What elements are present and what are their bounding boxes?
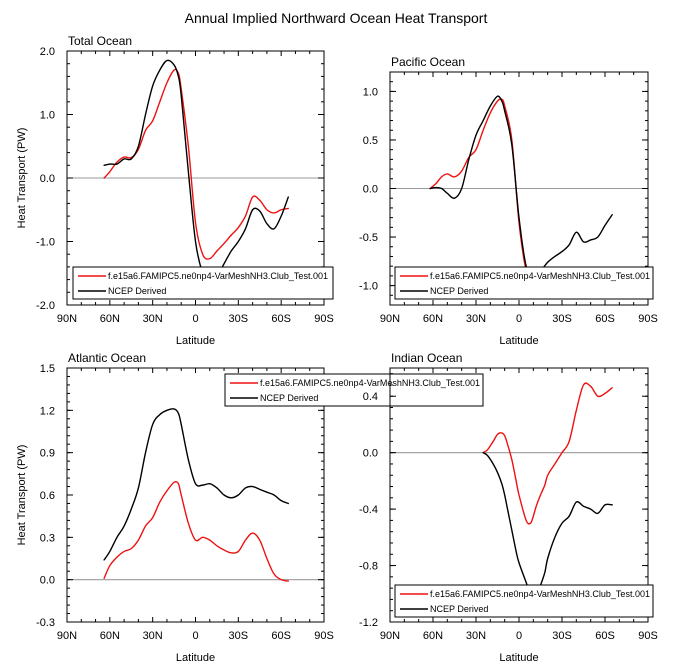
y-tick-label: 2.0 — [40, 46, 55, 58]
panel-atlantic: Atlantic Ocean 90N 60N 30N 0 30S 60S 90S -0.3 0.0… — [16, 351, 484, 664]
x-tick-label: 60N — [423, 313, 443, 325]
y-tick-label: 1.2 — [40, 405, 55, 417]
x-tick-label: 60S — [595, 313, 615, 325]
legend-model-label: f.e15a6.FAMIPC5.ne0np4-VarMeshNH3.Club_T… — [430, 589, 650, 599]
y-tick-label: 0.0 — [40, 575, 55, 587]
model-series-line — [103, 480, 290, 582]
panel-indian: Indian Ocean 90N 60N 30N 0 30S 60S 90S -1.2 -0.8 -… — [359, 351, 658, 664]
legend-ncep-label: NCEP Derived — [430, 604, 488, 614]
x-tick-label: 60S — [595, 630, 615, 642]
panel-pacific: Pacific Ocean 90N 60N 30N 0 30S 60S 90S -1.0 -0.5… — [359, 55, 658, 347]
x-tick-label: 0 — [192, 630, 198, 642]
x-tick-label: 90S — [638, 630, 658, 642]
legend-ncep-label: NCEP Derived — [260, 393, 318, 403]
x-tick-label: 0 — [516, 313, 522, 325]
y-axis-label: Heat Transport (PW) — [16, 128, 28, 229]
legend: f.e15a6.FAMIPC5.ne0np4-VarMeshNH3.Club_T… — [224, 373, 484, 407]
x-tick-label: 90N — [380, 313, 400, 325]
y-tick-label: -1.0 — [359, 281, 378, 293]
y-tick-label: 1.0 — [363, 86, 378, 98]
x-tick-label: 60N — [100, 313, 120, 325]
model-series-line — [103, 68, 290, 260]
x-tick-label: 30S — [229, 630, 249, 642]
x-tick-label: 30N — [466, 630, 486, 642]
x-tick-label: 60S — [271, 313, 291, 325]
y-tick-label: -1.0 — [36, 237, 55, 249]
x-tick-label: 90N — [57, 313, 77, 325]
y-tick-label: 0.0 — [363, 448, 378, 460]
legend-ncep-label: NCEP Derived — [108, 286, 166, 296]
panel-total: Total Ocean 90N 60N 30N 0 30S 60S 90S -2.0 -1.0 0.… — [16, 34, 334, 347]
y-tick-label: 1.5 — [40, 363, 55, 375]
x-tick-label: 60N — [100, 630, 120, 642]
legend-box — [394, 584, 654, 618]
panels-container: Total Ocean 90N 60N 30N 0 30S 60S 90S -2.0 -1.0 0.… — [16, 34, 658, 664]
x-tick-label: 90S — [314, 313, 334, 325]
panel-title: Total Ocean — [68, 34, 132, 48]
y-tick-label: 0.3 — [40, 532, 55, 544]
x-axis-label: Latitude — [499, 652, 538, 664]
panel-title: Atlantic Ocean — [68, 351, 146, 365]
panel-title: Pacific Ocean — [391, 55, 465, 69]
x-tick-label: 30N — [466, 313, 486, 325]
y-tick-label: 0.4 — [363, 391, 378, 403]
y-tick-label: 0.6 — [40, 490, 55, 502]
y-tick-label: -0.4 — [359, 504, 378, 516]
x-tick-label: 0 — [192, 313, 198, 325]
panel-title: Indian Ocean — [391, 351, 462, 365]
x-axis-label: Latitude — [176, 335, 215, 347]
legend: f.e15a6.FAMIPC5.ne0np4-VarMeshNH3.Club_T… — [394, 266, 654, 300]
x-tick-label: 90N — [57, 630, 77, 642]
x-tick-label: 90S — [314, 630, 334, 642]
y-tick-label: 0.0 — [363, 184, 378, 196]
x-tick-label: 60N — [423, 630, 443, 642]
y-tick-label: -0.5 — [359, 232, 378, 244]
y-tick-label: -0.3 — [36, 617, 55, 629]
x-tick-label: 90S — [638, 313, 658, 325]
y-tick-label: 0.0 — [40, 173, 55, 185]
legend-model-label: f.e15a6.FAMIPC5.ne0np4-VarMeshNH3.Club_T… — [260, 378, 480, 388]
legend: f.e15a6.FAMIPC5.ne0np4-VarMeshNH3.Club_T… — [394, 584, 654, 618]
x-axis-label: Latitude — [499, 335, 538, 347]
y-tick-label: -2.0 — [36, 300, 55, 312]
ncep-series-line — [103, 59, 290, 286]
y-tick-label: -0.8 — [359, 561, 378, 573]
legend-model-label: f.e15a6.FAMIPC5.ne0np4-VarMeshNH3.Club_T… — [430, 271, 650, 281]
y-tick-label: 0.9 — [40, 448, 55, 460]
ncep-series-line — [103, 408, 290, 561]
x-tick-label: 30N — [143, 630, 163, 642]
legend-ncep-label: NCEP Derived — [430, 286, 488, 296]
legend: f.e15a6.FAMIPC5.ne0np4-VarMeshNH3.Club_T… — [72, 266, 334, 300]
y-axis-label: Heat Transport (PW) — [16, 445, 28, 546]
legend-model-label: f.e15a6.FAMIPC5.ne0np4-VarMeshNH3.Club_T… — [108, 271, 328, 281]
x-tick-label: 30S — [552, 630, 572, 642]
y-tick-label: -1.2 — [359, 617, 378, 629]
x-tick-label: 30N — [143, 313, 163, 325]
model-series-line — [482, 382, 613, 525]
y-tick-label: 0.5 — [363, 135, 378, 147]
x-tick-label: 30S — [229, 313, 249, 325]
legend-box — [224, 373, 484, 407]
x-tick-label: 30S — [552, 313, 572, 325]
y-tick-label: 1.0 — [40, 110, 55, 122]
x-tick-label: 0 — [516, 630, 522, 642]
x-tick-label: 90N — [380, 630, 400, 642]
figure-title: Annual Implied Northward Ocean Heat Tran… — [185, 10, 488, 26]
ncep-series-line — [429, 95, 613, 277]
legend-box — [394, 266, 654, 300]
x-tick-label: 60S — [271, 630, 291, 642]
legend-box — [72, 266, 334, 300]
x-axis-label: Latitude — [176, 652, 215, 664]
